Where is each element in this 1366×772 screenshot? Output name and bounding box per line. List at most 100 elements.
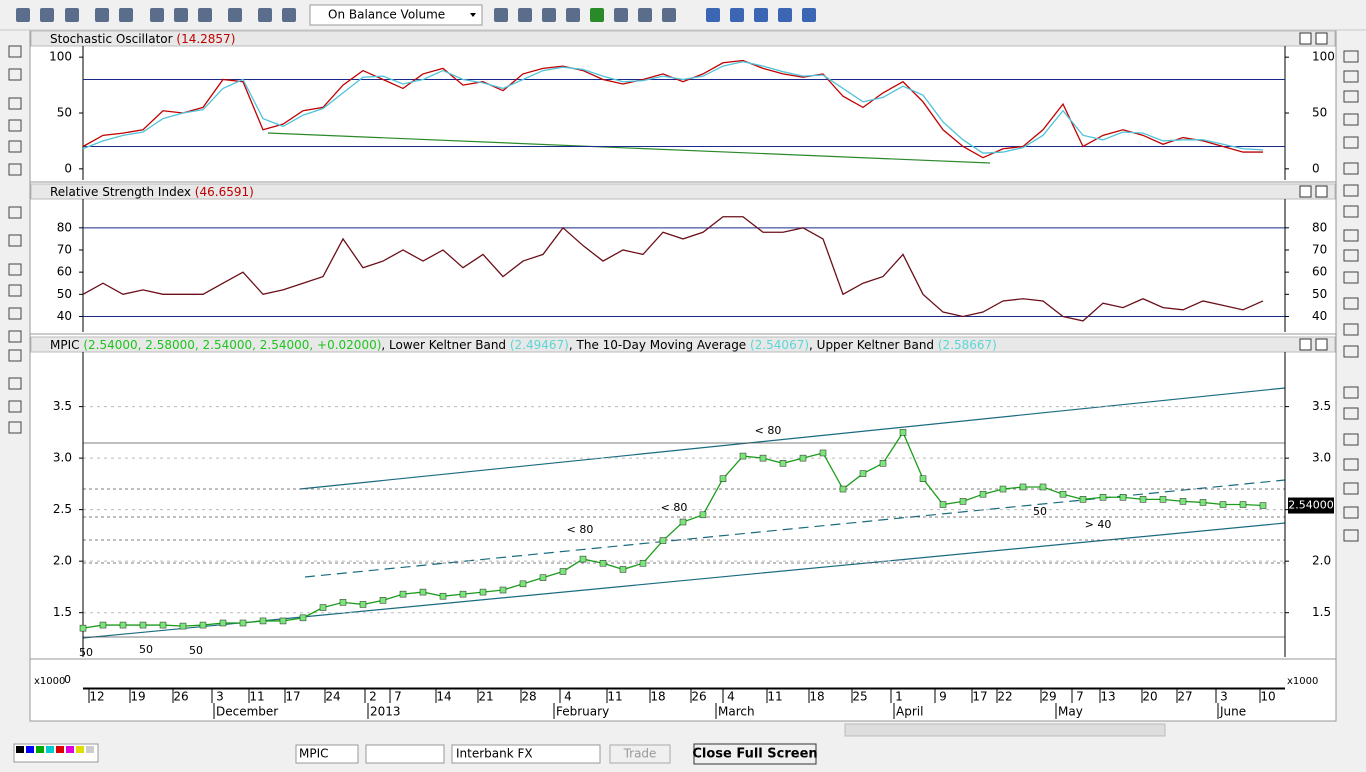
tool-icon[interactable] bbox=[1343, 205, 1359, 218]
icon[interactable] bbox=[662, 8, 676, 22]
icon[interactable] bbox=[65, 8, 79, 22]
x-tick-label: 18 bbox=[650, 690, 665, 704]
tool-icon[interactable] bbox=[8, 400, 22, 413]
tool-icon[interactable] bbox=[8, 349, 22, 362]
tool-icon[interactable] bbox=[8, 377, 22, 390]
x-tick-label: 22 bbox=[997, 690, 1012, 704]
toolbar bbox=[0, 0, 1366, 30]
panel-button[interactable] bbox=[1299, 185, 1312, 198]
close-marker bbox=[199, 621, 207, 629]
indicator-select[interactable] bbox=[309, 4, 483, 26]
tool-icon[interactable] bbox=[1343, 407, 1359, 420]
tool-icon[interactable] bbox=[8, 263, 22, 276]
x-tick-label: 25 bbox=[852, 690, 867, 704]
icon[interactable] bbox=[95, 8, 109, 22]
icon[interactable] bbox=[282, 8, 296, 22]
x-tick-label: 24 bbox=[325, 690, 340, 704]
tool-icon[interactable] bbox=[1343, 345, 1359, 358]
tool-icon[interactable] bbox=[1343, 50, 1359, 63]
close-marker bbox=[999, 485, 1007, 493]
tool-icon[interactable] bbox=[1343, 506, 1359, 519]
icon[interactable] bbox=[174, 8, 188, 22]
scrollbar[interactable] bbox=[844, 723, 1166, 737]
icon[interactable] bbox=[198, 8, 212, 22]
tool-icon[interactable] bbox=[1343, 184, 1359, 197]
close-marker bbox=[259, 617, 267, 625]
empty-select[interactable] bbox=[365, 744, 445, 764]
icon[interactable] bbox=[590, 8, 604, 22]
tool-icon[interactable] bbox=[8, 45, 22, 58]
tool-icon[interactable] bbox=[1343, 271, 1359, 284]
x-tick-label: 4 bbox=[727, 690, 735, 704]
icon[interactable] bbox=[228, 8, 242, 22]
tool-icon[interactable] bbox=[1343, 90, 1359, 103]
icon[interactable] bbox=[150, 8, 164, 22]
close-marker bbox=[99, 621, 107, 629]
icon[interactable] bbox=[40, 8, 54, 22]
close-marker bbox=[859, 470, 867, 477]
tool-icon[interactable] bbox=[1343, 136, 1359, 149]
icon[interactable] bbox=[566, 8, 580, 22]
tool-icon[interactable] bbox=[1343, 249, 1359, 262]
tool-icon[interactable] bbox=[8, 68, 22, 81]
icon[interactable] bbox=[614, 8, 628, 22]
close-marker bbox=[759, 454, 767, 462]
icon[interactable] bbox=[754, 8, 768, 22]
icon[interactable] bbox=[730, 8, 744, 22]
x-tick-label: 21 bbox=[478, 690, 493, 704]
close-full-screen-button[interactable] bbox=[693, 743, 817, 765]
symbol-box[interactable] bbox=[295, 744, 359, 764]
icon[interactable] bbox=[119, 8, 133, 22]
icon[interactable] bbox=[802, 8, 816, 22]
tool-icon[interactable] bbox=[8, 284, 22, 297]
x-tick-label: 11 bbox=[249, 690, 264, 704]
x-tick-label: 29 bbox=[1041, 690, 1056, 704]
tool-icon[interactable] bbox=[8, 119, 22, 132]
tool-icon[interactable] bbox=[1343, 458, 1359, 471]
tool-icon[interactable] bbox=[1343, 529, 1359, 542]
trade-button[interactable] bbox=[609, 744, 671, 764]
tool-icon[interactable] bbox=[8, 163, 22, 176]
tool-icon[interactable] bbox=[1343, 433, 1359, 446]
icon[interactable] bbox=[518, 8, 532, 22]
icon[interactable] bbox=[258, 8, 272, 22]
icon[interactable] bbox=[542, 8, 556, 22]
bottom-bar bbox=[0, 740, 1366, 768]
tool-icon[interactable] bbox=[1343, 113, 1359, 126]
icon[interactable] bbox=[778, 8, 792, 22]
icon[interactable] bbox=[706, 8, 720, 22]
icon[interactable] bbox=[16, 8, 30, 22]
market-select[interactable] bbox=[451, 744, 601, 764]
tool-icon[interactable] bbox=[8, 234, 22, 247]
icon[interactable] bbox=[638, 8, 652, 22]
tool-icon[interactable] bbox=[8, 330, 22, 343]
panel-button[interactable] bbox=[1315, 185, 1328, 198]
tool-icon[interactable] bbox=[1343, 482, 1359, 495]
annotation: 50 bbox=[189, 644, 203, 657]
tool-icon[interactable] bbox=[1343, 323, 1359, 336]
panel-button[interactable] bbox=[1315, 338, 1328, 351]
panel-button[interactable] bbox=[1315, 32, 1328, 45]
tool-icon[interactable] bbox=[8, 206, 22, 219]
panel-button[interactable] bbox=[1299, 338, 1312, 351]
icon[interactable] bbox=[494, 8, 508, 22]
close-full-screen-label: Close Full Screen bbox=[692, 747, 817, 762]
tool-icon[interactable] bbox=[1343, 297, 1359, 310]
tool-icon[interactable] bbox=[1343, 70, 1359, 83]
tool-icon[interactable] bbox=[8, 97, 22, 110]
volume-zero: 0 bbox=[64, 673, 71, 686]
close-marker bbox=[1239, 501, 1247, 508]
tool-icon[interactable] bbox=[1343, 386, 1359, 399]
close-marker bbox=[1059, 490, 1067, 498]
annotation: < 80 bbox=[755, 424, 782, 437]
tool-icon[interactable] bbox=[8, 421, 22, 434]
panel-button[interactable] bbox=[1299, 32, 1312, 45]
tool-icon[interactable] bbox=[1343, 162, 1359, 175]
tool-icon[interactable] bbox=[8, 140, 22, 153]
tool-icon[interactable] bbox=[8, 307, 22, 320]
x-tick-label: 20 bbox=[1142, 690, 1157, 704]
y-tick-label: 50 bbox=[57, 287, 72, 301]
tool-icon[interactable] bbox=[1343, 229, 1359, 242]
month-label: May bbox=[1058, 705, 1083, 719]
